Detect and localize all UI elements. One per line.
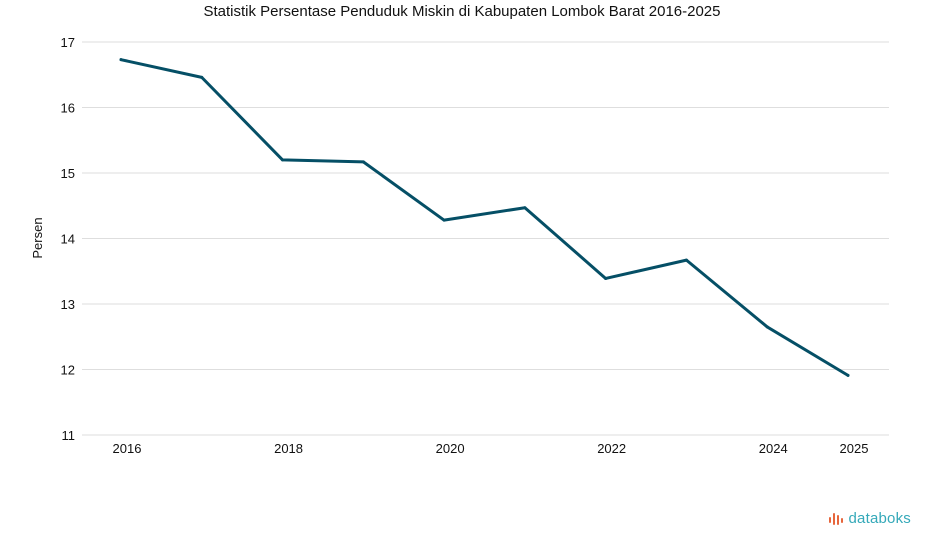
series-line-0 <box>119 58 850 377</box>
x-tick-label-2024: 2024 <box>759 441 788 456</box>
data-point-2021[interactable] <box>523 206 527 210</box>
x-tick-label-2020: 2020 <box>436 441 465 456</box>
x-tick-label-2018: 2018 <box>274 441 303 456</box>
x-tick-label-2025: 2025 <box>840 441 869 456</box>
y-axis-label: Persen <box>30 217 45 258</box>
y-tick-label-15: 15 <box>61 166 75 181</box>
y-axis-ticks: 11 12 13 14 15 16 17 <box>61 35 75 443</box>
data-point-2022[interactable] <box>604 276 608 280</box>
data-point-2018[interactable] <box>281 158 285 162</box>
data-point-2016[interactable] <box>119 58 123 62</box>
x-axis-ticks: 2016 2018 2020 2022 2024 2025 <box>113 441 869 456</box>
data-point-2024[interactable] <box>765 325 769 329</box>
y-tick-label-13: 13 <box>61 297 75 312</box>
chart-title: Statistik Persentase Penduduk Miskin di … <box>204 3 721 20</box>
data-point-2023[interactable] <box>684 258 688 262</box>
databoks-logo[interactable]: databoks <box>828 510 911 527</box>
y-tick-label-12: 12 <box>61 363 75 378</box>
data-point-2025[interactable] <box>846 373 850 377</box>
x-tick-label-2022: 2022 <box>597 441 626 456</box>
y-tick-label-11: 11 <box>62 428 76 443</box>
series-layer <box>119 58 850 377</box>
data-point-2017[interactable] <box>200 75 204 79</box>
data-point-2020[interactable] <box>442 218 446 222</box>
gridlines <box>82 41 889 436</box>
databoks-logo-text: databoks <box>848 510 911 527</box>
y-tick-label-16: 16 <box>61 101 75 116</box>
x-tick-label-2016: 2016 <box>113 441 142 456</box>
data-point-2019[interactable] <box>361 160 365 164</box>
databoks-mark-icon <box>828 512 843 525</box>
y-tick-label-17: 17 <box>61 35 75 50</box>
y-tick-label-14: 14 <box>61 232 75 247</box>
